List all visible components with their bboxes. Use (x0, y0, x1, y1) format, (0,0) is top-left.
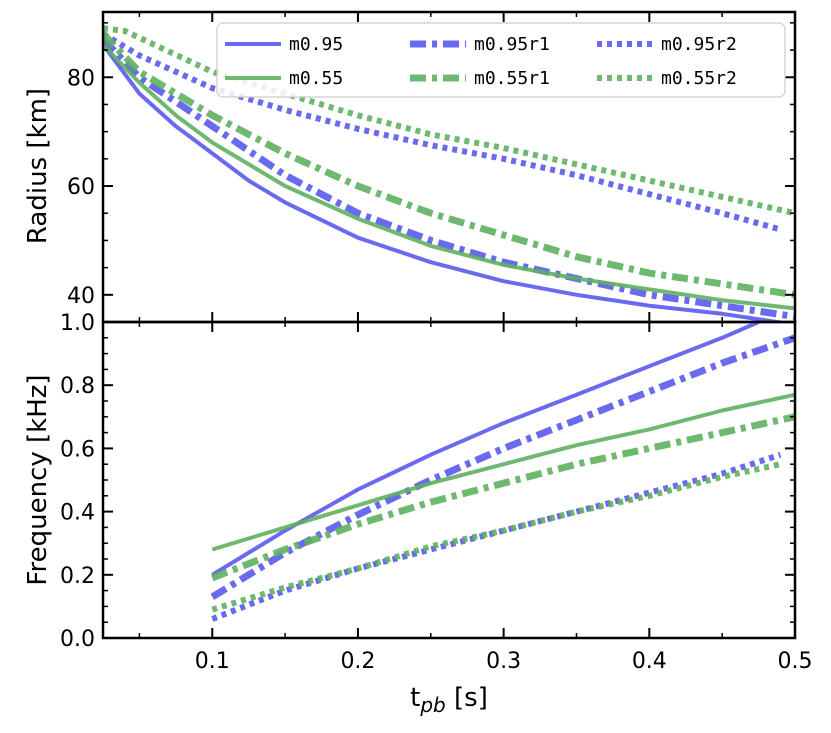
y-tick-label: 80 (67, 66, 95, 91)
x-axis-title-unit: [s] (446, 683, 488, 713)
series-line-m0.95-radius (103, 43, 791, 322)
series-line-m0.95r1-frequency (210, 334, 795, 600)
legend-label-m0.55r2: m0.55r2 (661, 68, 737, 89)
legend-label-m0.95r1: m0.95r1 (474, 34, 550, 55)
x-axis-title-base: t (410, 683, 420, 713)
x-tick-label: 0.1 (195, 649, 230, 674)
legend: m0.95 m0.95r1 m0.95r2 m0.55 m0.55r1 m0.55r2 (216, 22, 786, 98)
series-line-m0.95r1-radius (103, 36, 795, 321)
frequency-panel: 0.0 0.2 0.4 0.6 0.8 1.0 0.1 0.2 0.3 0.4 0.5 (60, 311, 813, 674)
y-tick-label: 0.8 (60, 374, 95, 399)
series-line-m0.55-radius (103, 43, 795, 311)
series-line-m0.95-frequency (211, 322, 760, 577)
y-tick-label: 0.4 (60, 501, 95, 526)
legend-label-m0.95: m0.95 (289, 34, 343, 55)
x-tick-label: 0.4 (632, 649, 667, 674)
y-axis-title-radius: Radius [km] (23, 88, 53, 244)
y-tick-label: 0.6 (60, 437, 95, 462)
x-tick-label: 0.3 (486, 649, 521, 674)
y-tick-label: 60 (67, 175, 95, 200)
x-tick-label: 0.5 (778, 649, 813, 674)
legend-box (216, 22, 786, 98)
x-axis-title: tpb [s] (410, 683, 488, 717)
x-axis-title-subscript: pb (419, 693, 445, 717)
y-tick-label: 1.0 (60, 311, 95, 336)
legend-label-m0.55: m0.55 (289, 68, 343, 89)
x-tick-label: 0.2 (340, 649, 375, 674)
series-line-m0.95r2-frequency (211, 451, 782, 622)
series-line-m0.55-frequency (211, 392, 795, 552)
series-line-m0.55r2-radius (103, 25, 795, 217)
y-axis-title-frequency: Frequency [kHz] (23, 374, 53, 585)
series-line-m0.55r1-frequency (211, 413, 795, 582)
y-tick-label: 40 (67, 284, 95, 309)
series-line-m0.55r1-radius (103, 31, 795, 299)
legend-label-m0.55r1: m0.55r1 (474, 68, 550, 89)
legend-label-m0.95r2: m0.95r2 (661, 34, 737, 55)
y-tick-label: 0.0 (60, 627, 95, 652)
y-tick-label: 0.2 (60, 564, 95, 589)
series-line-m0.55r2-frequency (211, 461, 782, 613)
